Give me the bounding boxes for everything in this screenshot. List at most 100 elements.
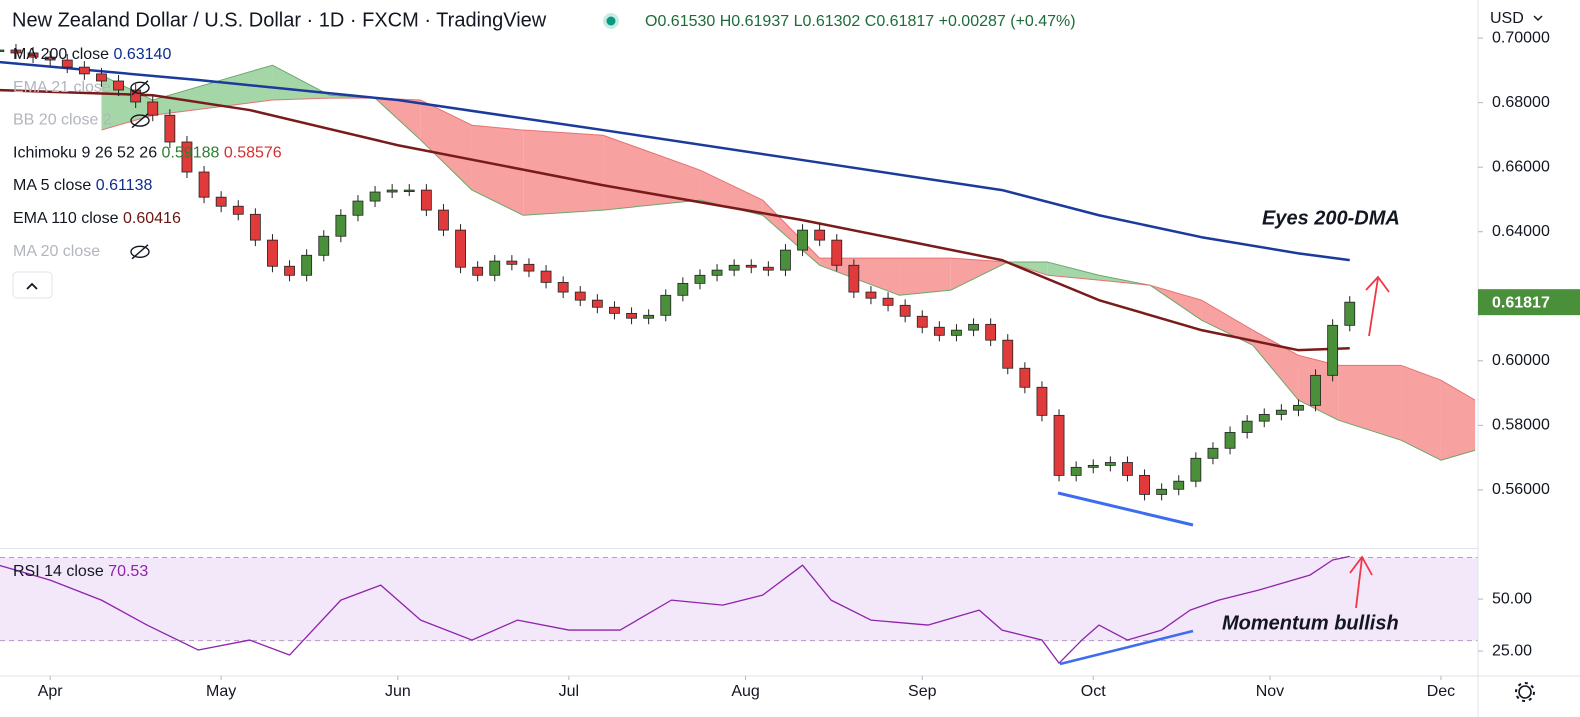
rsi-name: RSI 14 close	[13, 563, 104, 580]
candle	[44, 56, 56, 61]
arrow-price	[1365, 275, 1390, 337]
candle	[1258, 413, 1270, 422]
candle	[1207, 447, 1219, 459]
legend-value: 0.60416	[123, 210, 181, 227]
candle	[1275, 409, 1287, 415]
x-tick-label: Sep	[908, 683, 937, 700]
x-tick-label: May	[206, 683, 236, 700]
candle	[1327, 324, 1339, 376]
high: H0.61937	[720, 13, 789, 30]
last-price-label: 0.61817	[1492, 294, 1550, 311]
annotation-rsi: Momentum bullish	[1222, 612, 1399, 634]
ichimoku-cloud	[1047, 262, 1099, 281]
y-tick-label: 0.56000	[1492, 481, 1550, 498]
trendline-price	[1057, 491, 1194, 527]
candle	[609, 306, 620, 314]
x-tick-label: Nov	[1256, 683, 1284, 700]
x-tick-label: Oct	[1081, 683, 1106, 700]
candle	[284, 265, 295, 276]
candle	[369, 191, 381, 202]
legend-name: EMA 21 close	[13, 79, 111, 96]
y-tick-label: 0.68000	[1492, 94, 1550, 111]
candle	[489, 260, 501, 276]
gear-teeth[interactable]	[1515, 682, 1535, 702]
symbol-title: New Zealand Dollar / U.S. Dollar · 1D · …	[12, 9, 547, 31]
candle	[557, 281, 569, 293]
y-tick-label: 0.64000	[1492, 223, 1550, 240]
candle	[420, 189, 432, 211]
candle	[249, 213, 261, 241]
last-price-tag	[1478, 289, 1580, 316]
candle	[1139, 474, 1150, 495]
legend-item: Ichimoku 9 26 52 26 0.59188 0.58576	[13, 145, 282, 162]
legend-item: EMA 110 close 0.60416	[13, 210, 181, 227]
candle	[472, 266, 484, 276]
candle	[916, 315, 928, 328]
candle	[113, 80, 124, 91]
y-tick-label: 0.60000	[1492, 352, 1550, 369]
candle	[403, 189, 415, 192]
candle	[267, 239, 278, 267]
candle	[1310, 374, 1321, 406]
candle	[882, 297, 894, 306]
candle	[301, 254, 313, 276]
y-tick-label: 25.00	[1492, 642, 1532, 659]
candle	[455, 229, 466, 268]
x-tick-label: Aug	[731, 683, 759, 700]
ohlc: O0.61530 H0.61937 L0.61302 C0.61817 +0.0…	[645, 13, 1076, 30]
candle	[27, 52, 39, 58]
candle	[711, 269, 723, 276]
gear-ring[interactable]	[1518, 685, 1532, 699]
ichimoku-cloud	[420, 100, 472, 191]
currency[interactable]: USD	[1490, 10, 1524, 27]
rsi-value: 70.53	[108, 563, 148, 580]
ma200-line	[0, 60, 1350, 262]
candle	[61, 59, 73, 68]
ichimoku-cloud	[1201, 300, 1253, 346]
hidden-eye-slash[interactable]	[131, 80, 149, 96]
candle	[643, 314, 655, 319]
hidden-eye-icon[interactable]	[130, 81, 150, 95]
candle	[1173, 480, 1185, 490]
legend-name: EMA 110 close	[13, 210, 119, 227]
ichimoku-cloud	[1440, 380, 1476, 461]
candle	[728, 264, 740, 271]
rsi-legend: RSI 14 close 70.53	[13, 563, 148, 580]
hidden-eye-icon[interactable]	[130, 114, 150, 127]
legend-name: MA 200 close	[13, 46, 109, 63]
ichimoku-cloud	[950, 258, 1008, 291]
legend-value: 0.63140	[114, 46, 172, 63]
candle	[848, 264, 860, 293]
candle	[1019, 367, 1031, 388]
settings-gear[interactable]	[1515, 682, 1535, 702]
candle	[1293, 404, 1304, 411]
candle	[985, 323, 997, 341]
legend-item: MA 20 close	[13, 243, 100, 260]
hidden-eye-slash[interactable]	[131, 113, 149, 129]
ichimoku-cloud	[152, 65, 273, 116]
candle	[1224, 432, 1236, 449]
x-tick-label: Jun	[385, 683, 411, 700]
hidden-eye-slash[interactable]	[131, 244, 149, 260]
candle	[797, 229, 808, 251]
ichimoku-cloud	[762, 200, 820, 266]
currency-caret[interactable]	[1533, 15, 1543, 22]
candle	[968, 323, 979, 331]
legend-name: BB 20 close 2	[13, 112, 112, 129]
change: +0.00287 (+0.47%)	[939, 13, 1076, 30]
candle	[1104, 462, 1116, 466]
candle	[1156, 488, 1168, 495]
candle	[745, 264, 757, 268]
collapse-icon[interactable]	[26, 282, 38, 290]
candle	[660, 294, 672, 316]
candle	[318, 235, 330, 256]
x-tick-label: Dec	[1427, 683, 1455, 700]
ichimoku-cloud	[471, 125, 524, 216]
candle	[78, 66, 90, 75]
candle	[1087, 464, 1099, 468]
hidden-eye-icon[interactable]	[130, 245, 150, 259]
legend-name: MA 5 close	[13, 177, 91, 194]
candle	[933, 326, 945, 336]
candle	[147, 101, 159, 116]
legend-item: EMA 21 close	[13, 79, 111, 96]
